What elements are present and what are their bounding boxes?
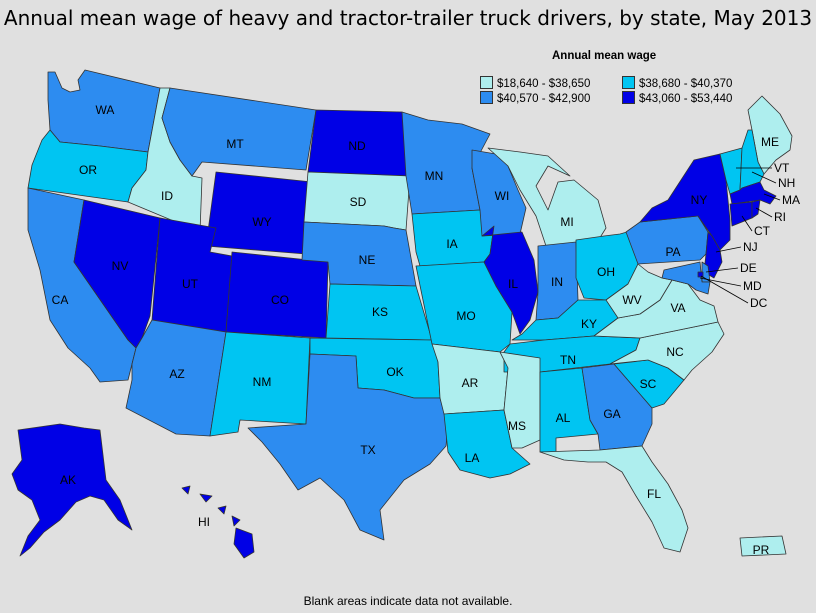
state-hi [181,485,255,559]
state-label-vt: VT [774,161,790,175]
state-label-mo: MO [456,309,475,323]
state-dc [697,271,704,278]
state-nj [703,231,723,279]
legend-label-3: $40,570 - $42,900 [497,93,591,105]
state-label-al: AL [556,411,571,425]
state-label-sc: SC [640,377,657,391]
state-label-nd: ND [348,139,366,153]
state-ak [11,423,133,557]
state-label-co: CO [271,293,289,307]
legend: Annual mean wage $18,640 - $38,650 $38,6… [480,48,780,108]
state-label-ri: RI [774,210,786,224]
state-label-nv: NV [112,259,129,273]
state-label-il: IL [508,277,518,291]
leader-line-ct [741,215,753,232]
state-nc [609,321,725,381]
state-tx [247,353,449,541]
state-mt [161,87,317,177]
legend-swatch-3 [480,91,493,104]
state-label-nm: NM [253,375,272,389]
state-label-id: ID [161,189,173,203]
legend-item-1: $18,640 - $38,650 [480,76,590,90]
state-label-wv: WV [622,293,641,307]
state-label-ks: KS [372,305,388,319]
state-label-ct: CT [754,224,771,238]
leader-line-de [705,267,739,273]
legend-label-2: $38,680 - $40,370 [639,78,733,90]
state-label-tx: TX [360,443,375,457]
state-label-mi: MI [560,215,573,229]
legend-label-1: $18,640 - $38,650 [497,78,591,90]
state-label-az: AZ [169,367,184,381]
state-label-dc: DC [750,296,768,310]
state-wy [205,171,313,255]
state-label-mt: MT [226,137,244,151]
state-label-ne: NE [359,253,376,267]
state-label-ky: KY [581,317,597,331]
state-label-wy: WY [252,215,271,229]
state-label-va: VA [670,301,685,315]
legend-label-4: $43,060 - $53,440 [639,93,733,105]
state-label-nh: NH [778,176,795,190]
state-label-in: IN [551,275,563,289]
state-label-ms: MS [508,419,526,433]
state-label-sd: SD [350,195,367,209]
state-label-nj: NJ [743,240,758,254]
legend-item-2: $38,680 - $40,370 [622,76,732,90]
leader-line-dc [700,275,749,304]
state-mi [487,147,607,247]
state-label-oh: OH [597,265,615,279]
state-label-fl: FL [647,487,661,501]
state-label-pr: PR [753,543,770,557]
state-ri [751,199,761,219]
state-label-wa: WA [96,103,115,117]
state-label-nc: NC [666,345,684,359]
state-ct [729,201,753,227]
state-il [481,225,539,335]
leader-line-ri [755,207,773,218]
state-label-pa: PA [665,245,680,259]
leader-line-nh [751,171,777,184]
state-ma [729,181,777,205]
state-label-tn: TN [560,353,576,367]
state-label-ia: IA [446,237,457,251]
state-pr [739,535,787,557]
legend-item-4: $43,060 - $53,440 [622,91,732,105]
state-label-de: DE [740,261,757,275]
map-title: Annual mean wage of heavy and tractor-tr… [3,6,813,30]
footnote: Blank areas indicate data not available. [303,594,513,608]
state-label-ny: NY [691,193,708,207]
state-label-la: LA [465,451,480,465]
state-label-ok: OK [386,365,403,379]
leader-line-ma [763,193,781,201]
legend-item-3: $40,570 - $42,900 [480,91,590,105]
legend-swatch-4 [622,91,635,104]
state-label-ma: MA [782,193,800,207]
state-label-ar: AR [462,376,479,390]
state-label-me: ME [761,135,779,149]
state-ny [639,153,731,251]
state-label-ca: CA [52,293,69,307]
state-label-mn: MN [425,169,444,183]
legend-swatch-2 [622,76,635,89]
state-label-wi: WI [495,189,510,203]
state-label-ak: AK [60,473,76,487]
state-label-md: MD [743,279,762,293]
state-fl [539,445,689,553]
state-label-hi: HI [198,515,210,529]
state-label-or: OR [79,163,97,177]
legend-title: Annual mean wage [552,50,657,62]
state-label-ut: UT [182,277,199,291]
legend-swatch-1 [480,76,493,89]
leader-line-nj [715,246,742,253]
state-label-ga: GA [603,407,620,421]
